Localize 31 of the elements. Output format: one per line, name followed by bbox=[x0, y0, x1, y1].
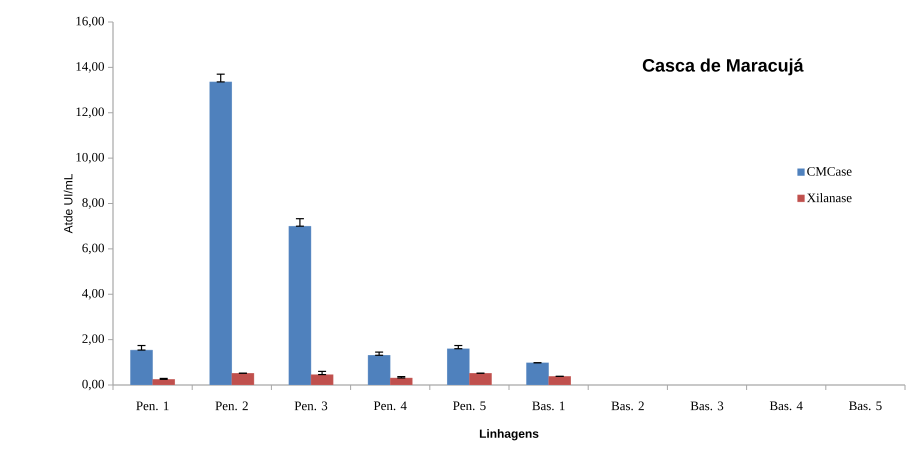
x-tick-label: Pen. 4 bbox=[374, 402, 407, 410]
x-axis-title: Linhagens bbox=[480, 429, 538, 440]
bar bbox=[447, 348, 470, 385]
text: Casca de Maracujá bbox=[642, 58, 804, 76]
bar bbox=[469, 373, 492, 385]
bar bbox=[130, 350, 153, 385]
y-axis-title: Atde UI/mL bbox=[64, 174, 72, 234]
x-tick-label: Bas. 1 bbox=[532, 402, 565, 410]
x-tick-label: Bas. 5 bbox=[849, 402, 882, 410]
bar bbox=[288, 226, 312, 385]
x-tick-label: Bas. 2 bbox=[611, 402, 644, 410]
legend-label: CMCase bbox=[807, 167, 852, 176]
bar bbox=[368, 355, 390, 385]
y-tick-label: 6,00 bbox=[82, 244, 104, 254]
y-tick-label: 8,00 bbox=[82, 198, 104, 209]
y-tick-label: 4,00 bbox=[82, 288, 104, 300]
x-tick-label: Bas. 4 bbox=[770, 402, 803, 410]
legend-label: Xilanase bbox=[806, 193, 852, 202]
x-tick-label: Bas. 3 bbox=[690, 402, 724, 410]
y-tick-label: 16,00 bbox=[76, 16, 104, 28]
y-tick-label: 14,00 bbox=[76, 62, 104, 73]
bar bbox=[526, 362, 549, 385]
x-tick-label: Pen. 3 bbox=[294, 402, 328, 410]
y-tick-label: 12,00 bbox=[76, 107, 104, 118]
x-tick-label: Pen. 1 bbox=[136, 402, 169, 410]
x-tick-label: Pen. 2 bbox=[215, 402, 248, 410]
y-tick-label: 2,00 bbox=[82, 334, 104, 345]
y-tick-label: 0,00 bbox=[82, 380, 104, 390]
y-tick-label: 10,00 bbox=[76, 152, 104, 164]
x-tick-label: Pen. 5 bbox=[453, 402, 486, 410]
bar bbox=[209, 82, 232, 385]
